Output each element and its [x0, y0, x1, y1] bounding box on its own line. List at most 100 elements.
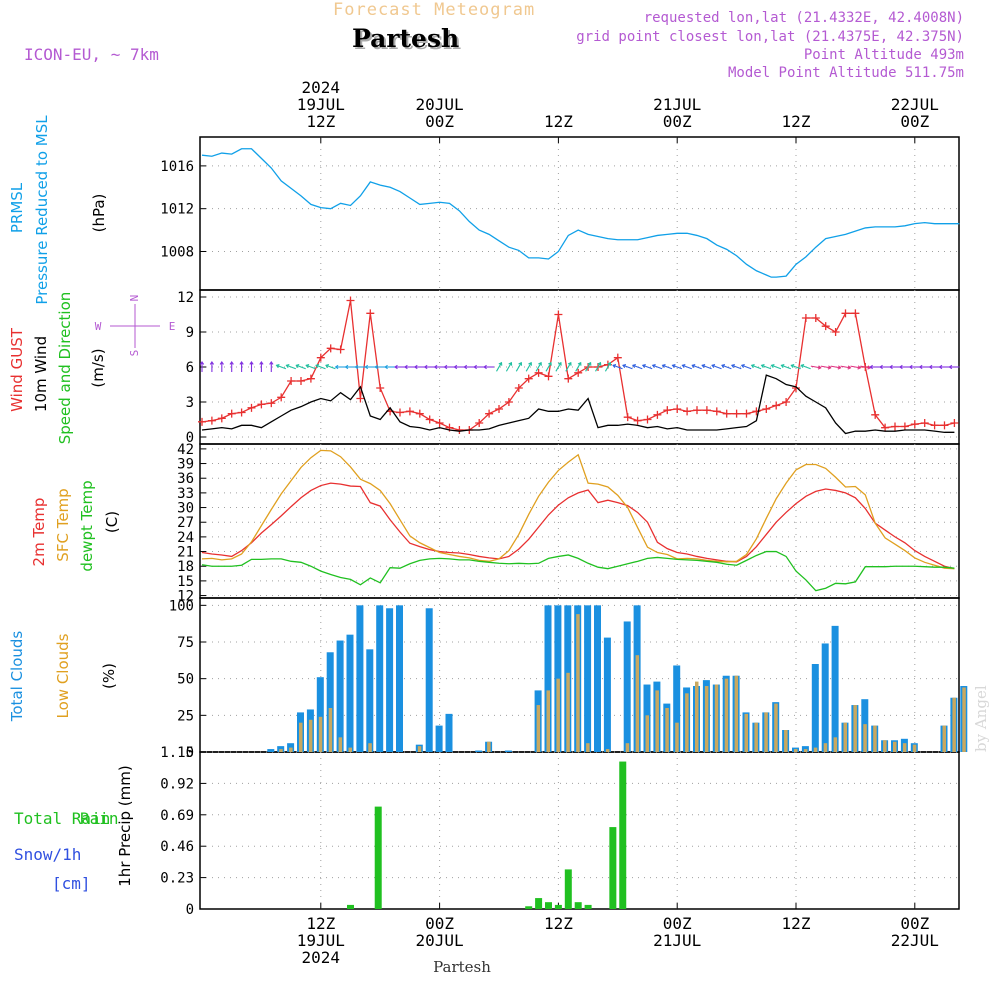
clouds-low-label: Low Clouds	[54, 633, 72, 718]
precip-bar	[347, 904, 354, 909]
cloud-low-bar	[803, 749, 808, 752]
wind-gust-marker	[485, 409, 494, 418]
wind-gust-marker	[841, 309, 850, 318]
compass-icon	[110, 304, 160, 348]
wind-direction-arrow	[750, 364, 762, 370]
wind-direction-arrow	[671, 364, 683, 370]
wind-direction-arrow	[820, 365, 832, 370]
cloud-low-bar	[576, 614, 580, 752]
precipitation-ytick-label: 0.92	[160, 776, 194, 792]
pressure-ytick-label: 1012	[160, 202, 194, 218]
cloud-total-bar	[326, 652, 334, 752]
cloud-total-bar	[386, 608, 394, 752]
wind-gust-marker	[920, 419, 929, 427]
cloud-low-bar	[586, 743, 590, 752]
cloud-total-bar	[811, 664, 819, 752]
wind-gust-marker	[910, 420, 919, 429]
wind-direction-arrow	[285, 364, 296, 370]
temp-units-label: (C)	[103, 511, 121, 533]
cloud-low-bar	[853, 705, 857, 752]
cloud-low-bar	[675, 722, 679, 752]
wind-direction-arrow	[651, 364, 663, 370]
wind-gust-marker	[673, 405, 682, 413]
cloud-low-bar	[645, 715, 649, 752]
precip-rain-label: Total Rain	[14, 809, 110, 828]
wind-direction-arrow	[403, 364, 415, 370]
cloud-low-bar	[348, 747, 352, 752]
cloud-low-bar	[843, 722, 847, 752]
wind-direction-arrow	[850, 365, 862, 370]
wind-direction-arrow	[740, 364, 752, 370]
wind-ytick-label: 6	[186, 360, 194, 376]
wind-direction-arrow	[199, 361, 205, 372]
cloud-total-bar	[396, 605, 403, 752]
wind-direction-arrow	[631, 364, 643, 370]
cloud-low-bar	[833, 737, 838, 752]
time-label-top: 00Z	[425, 112, 454, 131]
time-label-bottom: 12Z	[782, 914, 811, 933]
credit-text: by Angel	[972, 685, 990, 752]
pressure-frame	[199, 136, 960, 291]
wind-direction-arrow	[948, 364, 960, 370]
wind-direction-arrow	[641, 364, 653, 370]
cloud-low-bar	[328, 708, 333, 752]
wind-direction-arrow	[575, 361, 582, 372]
wind-direction-arrow	[928, 364, 940, 370]
wind-ytick-label: 9	[186, 325, 194, 341]
wind-gust-marker	[900, 422, 909, 431]
cloud-low-bar	[734, 675, 739, 752]
wind-ytick-label: 3	[186, 395, 194, 411]
precip-bar	[584, 904, 592, 909]
wind-direction-arrow	[344, 364, 356, 370]
wind-direction-arrow	[661, 364, 673, 370]
cloud-low-bar	[714, 684, 719, 752]
wind-direction-arrow	[483, 364, 495, 370]
wind-direction-arrow	[423, 364, 435, 370]
wind-gust-marker	[762, 405, 771, 413]
wind-gust-marker	[257, 400, 266, 409]
precip-snow-units: [cm]	[52, 874, 91, 893]
temp-2m-label: 2m Temp	[30, 498, 48, 567]
cloud-low-bar	[279, 749, 283, 752]
wind-ytick-label: 0	[186, 430, 194, 446]
compass-e-label: E	[169, 320, 176, 333]
wind-direction-arrow	[433, 364, 445, 370]
cloud-low-bar	[685, 693, 689, 752]
wind-gust-marker	[732, 409, 741, 418]
wind-gust-marker	[297, 377, 305, 385]
cloud-low-bar	[368, 743, 372, 752]
wind-gust-marker	[267, 399, 276, 408]
clouds-ytick-label: 75	[177, 635, 194, 651]
wind-gust-marker	[237, 408, 246, 417]
wind-gust-marker	[792, 384, 800, 392]
cloud-low-bar	[942, 725, 946, 752]
wind-direction-arrow	[496, 361, 503, 372]
time-label-bottom: 12Z	[544, 914, 573, 933]
compass-n-label: N	[128, 295, 141, 302]
wind-gust-marker	[396, 408, 404, 417]
cloud-low-bar	[724, 678, 729, 752]
time-label-bottom: 2024	[302, 948, 341, 967]
wind-direction-arrow	[938, 364, 950, 370]
wind-gust-marker	[336, 345, 345, 354]
credit-watermark: by Angel	[972, 685, 990, 752]
wind-direction-arrow	[354, 364, 366, 370]
cloud-low-bar	[655, 690, 659, 752]
cloud-low-bar	[605, 749, 610, 752]
wind-gust-marker	[495, 405, 503, 413]
time-label-top: 12Z	[306, 112, 335, 131]
temperature-ytick-label: 18	[177, 559, 194, 575]
wind-gust-label: Wind GUST	[8, 327, 26, 412]
precip-bar	[525, 906, 533, 909]
wind-gust-marker	[712, 407, 721, 416]
wind-direction-arrow	[545, 361, 552, 372]
precip-bar	[574, 902, 582, 909]
wind-direction-arrow	[860, 365, 872, 370]
temperature-ytick-label: 30	[177, 501, 194, 517]
wind-gust-marker	[366, 309, 375, 318]
wind-gust-marker	[504, 398, 513, 406]
wind-gust-marker	[613, 353, 622, 362]
cloud-low-bar	[338, 737, 343, 752]
cloud-total-bar	[336, 640, 344, 752]
cloud-total-bar	[821, 643, 829, 752]
